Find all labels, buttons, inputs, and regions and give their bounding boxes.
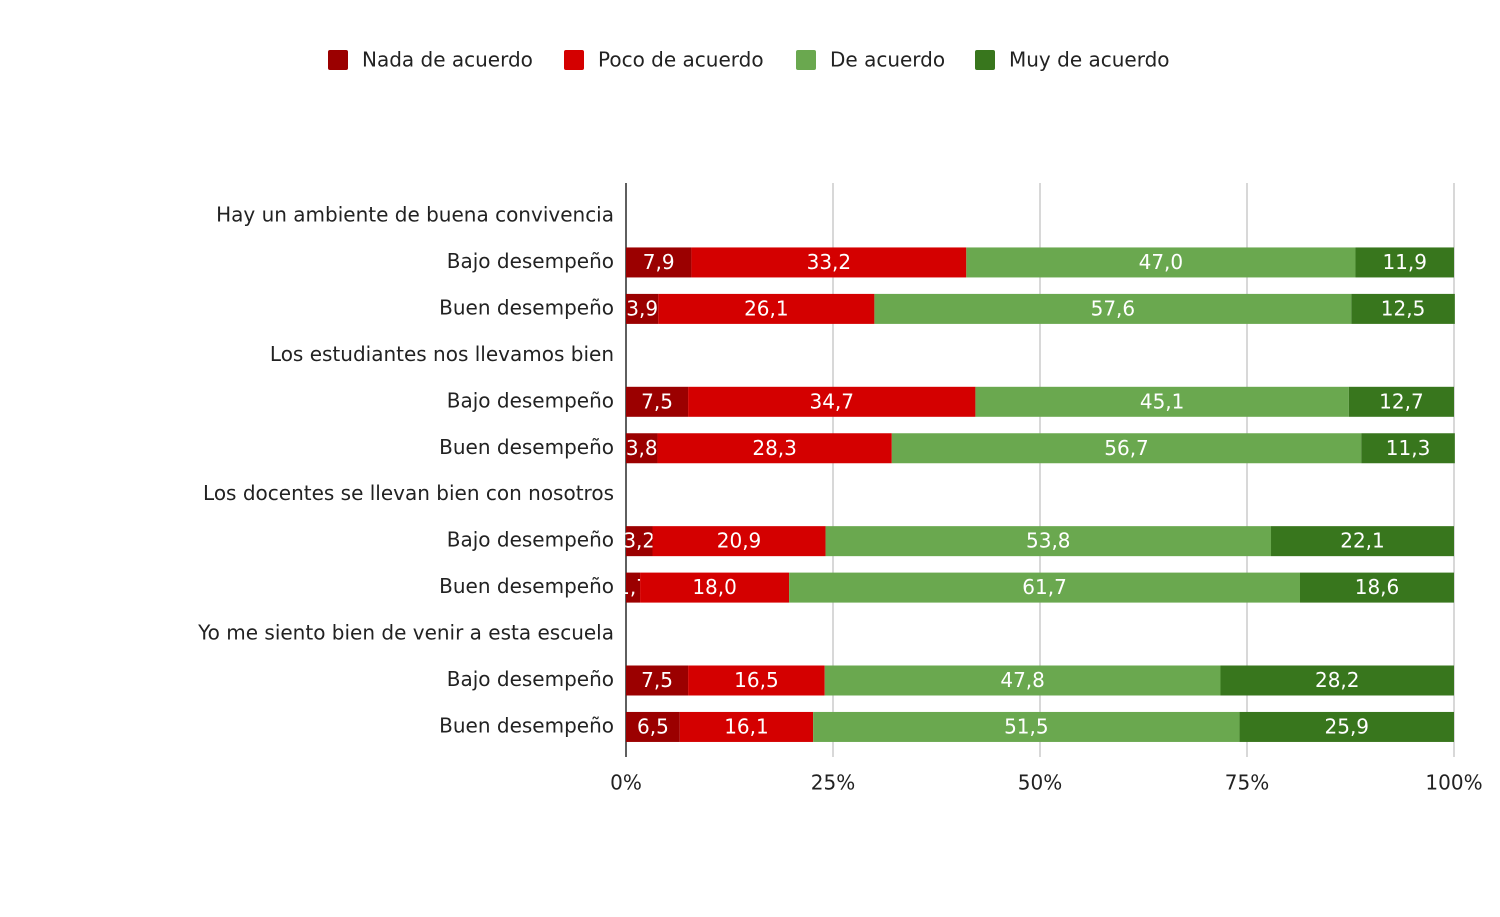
bar-segment (789, 572, 1300, 603)
data-label: 51,5 (1004, 714, 1049, 738)
data-label: 11,3 (1386, 436, 1431, 460)
bar-segment (1239, 711, 1454, 742)
bar-segment (813, 711, 1240, 742)
bar-segment (626, 572, 641, 603)
bar-segment (1355, 247, 1454, 278)
bar-segment (626, 247, 692, 278)
bar-segment (1271, 526, 1454, 557)
bar-segment (874, 293, 1352, 324)
bar-segment (825, 526, 1272, 557)
x-tick-label: 100% (1425, 771, 1482, 795)
bar-segment (626, 665, 689, 696)
data-label: 16,5 (734, 668, 779, 692)
y-tick-label: Hay un ambiente de buena convivencia (216, 203, 614, 227)
data-label: 26,1 (744, 296, 789, 320)
data-label: 18,6 (1355, 575, 1400, 599)
bar-segment (626, 711, 680, 742)
legend-label: Muy de acuerdo (1009, 48, 1170, 72)
x-tick-label: 0% (610, 771, 642, 795)
data-label: 45,1 (1140, 389, 1185, 413)
data-label: 33,2 (807, 250, 852, 274)
legend-label: De acuerdo (830, 48, 945, 72)
data-label: 56,7 (1104, 436, 1149, 460)
data-label: 28,3 (752, 436, 797, 460)
y-tick-label: Yo me siento bien de venir a esta escuel… (197, 621, 614, 645)
data-label: 47,0 (1139, 250, 1184, 274)
legend-swatch (796, 50, 816, 70)
bar-segment (652, 526, 826, 557)
x-tick-label: 25% (811, 771, 855, 795)
y-tick-label: Los docentes se llevan bien con nosotros (203, 481, 614, 505)
bar-segment (679, 711, 814, 742)
data-label: 12,5 (1381, 296, 1426, 320)
legend-swatch (975, 50, 995, 70)
data-label: 16,1 (724, 714, 769, 738)
data-label: 12,7 (1379, 389, 1424, 413)
y-tick-label: Bajo desempeño (447, 249, 614, 273)
y-tick-label: Buen desempeño (439, 574, 614, 598)
data-label: 53,8 (1026, 529, 1071, 553)
bar-segment (824, 665, 1221, 696)
bar-segment (1348, 386, 1454, 417)
bar-segment (1351, 293, 1455, 324)
data-label: 18,0 (692, 575, 737, 599)
data-label: 7,5 (641, 389, 673, 413)
data-label: 28,2 (1315, 668, 1360, 692)
bar-segment (691, 247, 967, 278)
data-label: 34,7 (809, 389, 854, 413)
x-tick-label: 50% (1018, 771, 1062, 795)
data-label: 22,1 (1340, 529, 1385, 553)
x-tick-label: 75% (1225, 771, 1269, 795)
legend-swatch (328, 50, 348, 70)
bar-segment (640, 572, 790, 603)
bar-segment (688, 386, 976, 417)
data-label: 3,9 (626, 296, 658, 320)
data-label: 11,9 (1382, 250, 1427, 274)
y-tick-label: Bajo desempeño (447, 528, 614, 552)
data-label: 61,7 (1022, 575, 1067, 599)
legend-label: Poco de acuerdo (598, 48, 764, 72)
bar-segment (626, 386, 689, 417)
bar-segment (1220, 665, 1454, 696)
bar-segment (975, 386, 1349, 417)
bar-segment (1299, 572, 1454, 603)
data-label: 25,9 (1325, 714, 1370, 738)
y-tick-label: Buen desempeño (439, 295, 614, 319)
data-label: 57,6 (1091, 296, 1136, 320)
bar-segment (626, 433, 658, 464)
bar-segment (626, 293, 659, 324)
data-label: 7,9 (643, 250, 675, 274)
data-label: 20,9 (717, 529, 762, 553)
y-tick-label: Buen desempeño (439, 435, 614, 459)
data-label: 3,2 (623, 529, 655, 553)
bar-segment (658, 293, 875, 324)
bar-segment (1361, 433, 1455, 464)
data-label: 47,8 (1000, 668, 1045, 692)
y-tick-label: Bajo desempeño (447, 667, 614, 691)
y-tick-label: Buen desempeño (439, 713, 614, 737)
y-tick-label: Los estudiantes nos llevamos bien (270, 342, 614, 366)
data-label: 3,8 (626, 436, 658, 460)
bar-segment (891, 433, 1362, 464)
legend-swatch (564, 50, 584, 70)
bar-segment (688, 665, 825, 696)
bar-segment (966, 247, 1356, 278)
legend-label: Nada de acuerdo (362, 48, 533, 72)
bar-segment (626, 526, 653, 557)
bar-segment (657, 433, 892, 464)
y-tick-label: Bajo desempeño (447, 388, 614, 412)
data-label: 7,5 (641, 668, 673, 692)
data-label: 6,5 (637, 714, 669, 738)
